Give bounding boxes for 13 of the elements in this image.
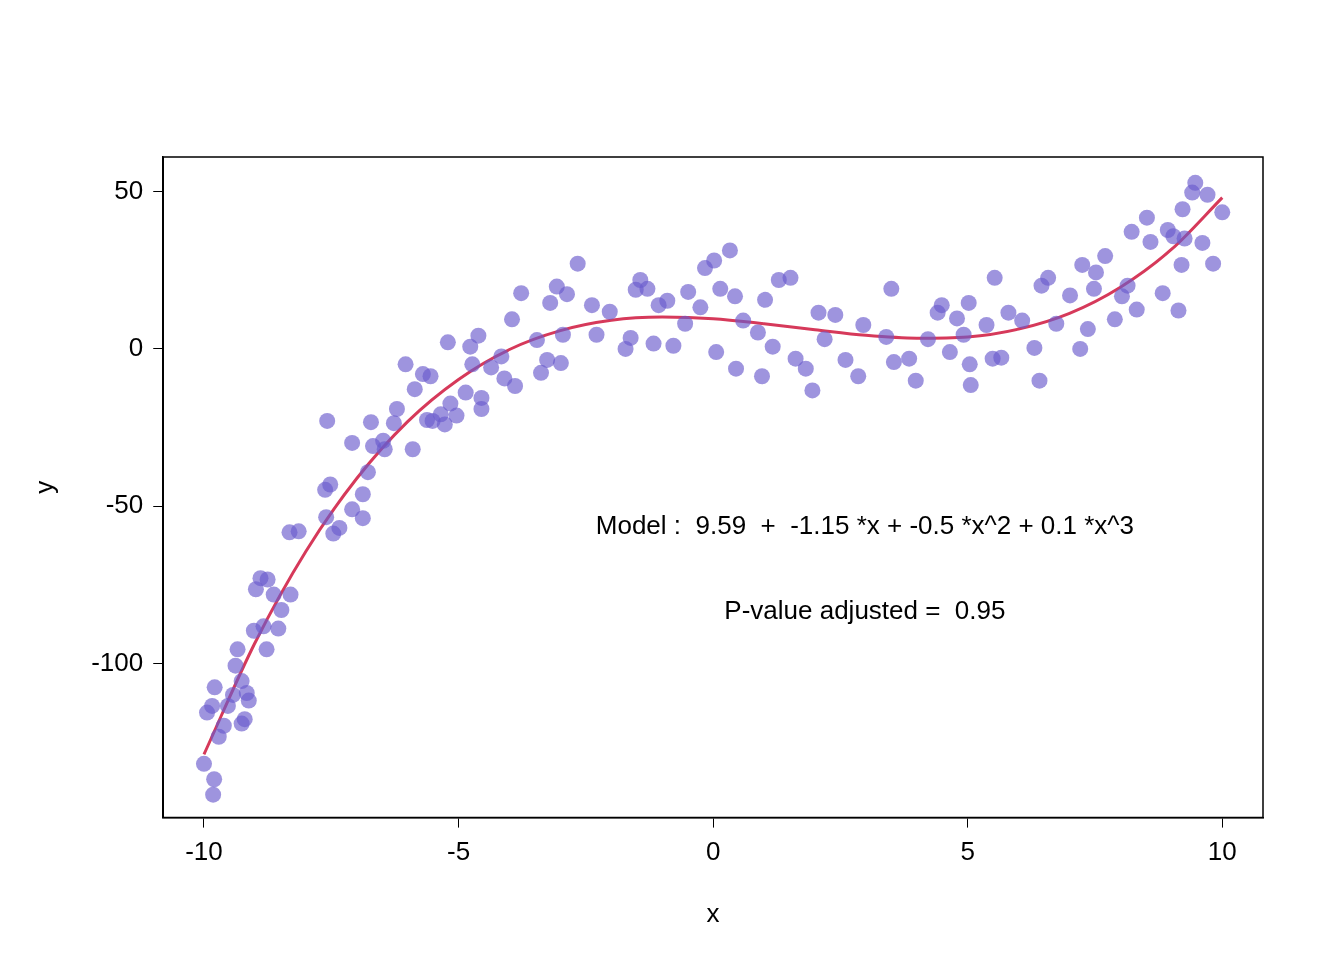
y-tick-label: -100 bbox=[91, 646, 144, 677]
y-tick-label: 0 bbox=[128, 332, 144, 363]
annotation: Model : 9.59 + -1.15 *x + -0.5 *x^2 + 0.1 *x^3 bbox=[595, 510, 1134, 541]
y-tick-label: -50 bbox=[105, 489, 144, 520]
x-tick-label: 0 bbox=[705, 836, 721, 867]
x-tick-label: -10 bbox=[185, 836, 223, 867]
x-tick-label: -5 bbox=[446, 836, 471, 867]
x-axis-title: x bbox=[706, 897, 720, 928]
y-tick-label: 50 bbox=[114, 174, 144, 205]
y-axis-title: y bbox=[28, 480, 59, 494]
x-tick-label: 5 bbox=[960, 836, 975, 867]
x-tick-label: 10 bbox=[1207, 836, 1237, 867]
annotation: P-value adjusted = 0.95 bbox=[724, 594, 1006, 625]
